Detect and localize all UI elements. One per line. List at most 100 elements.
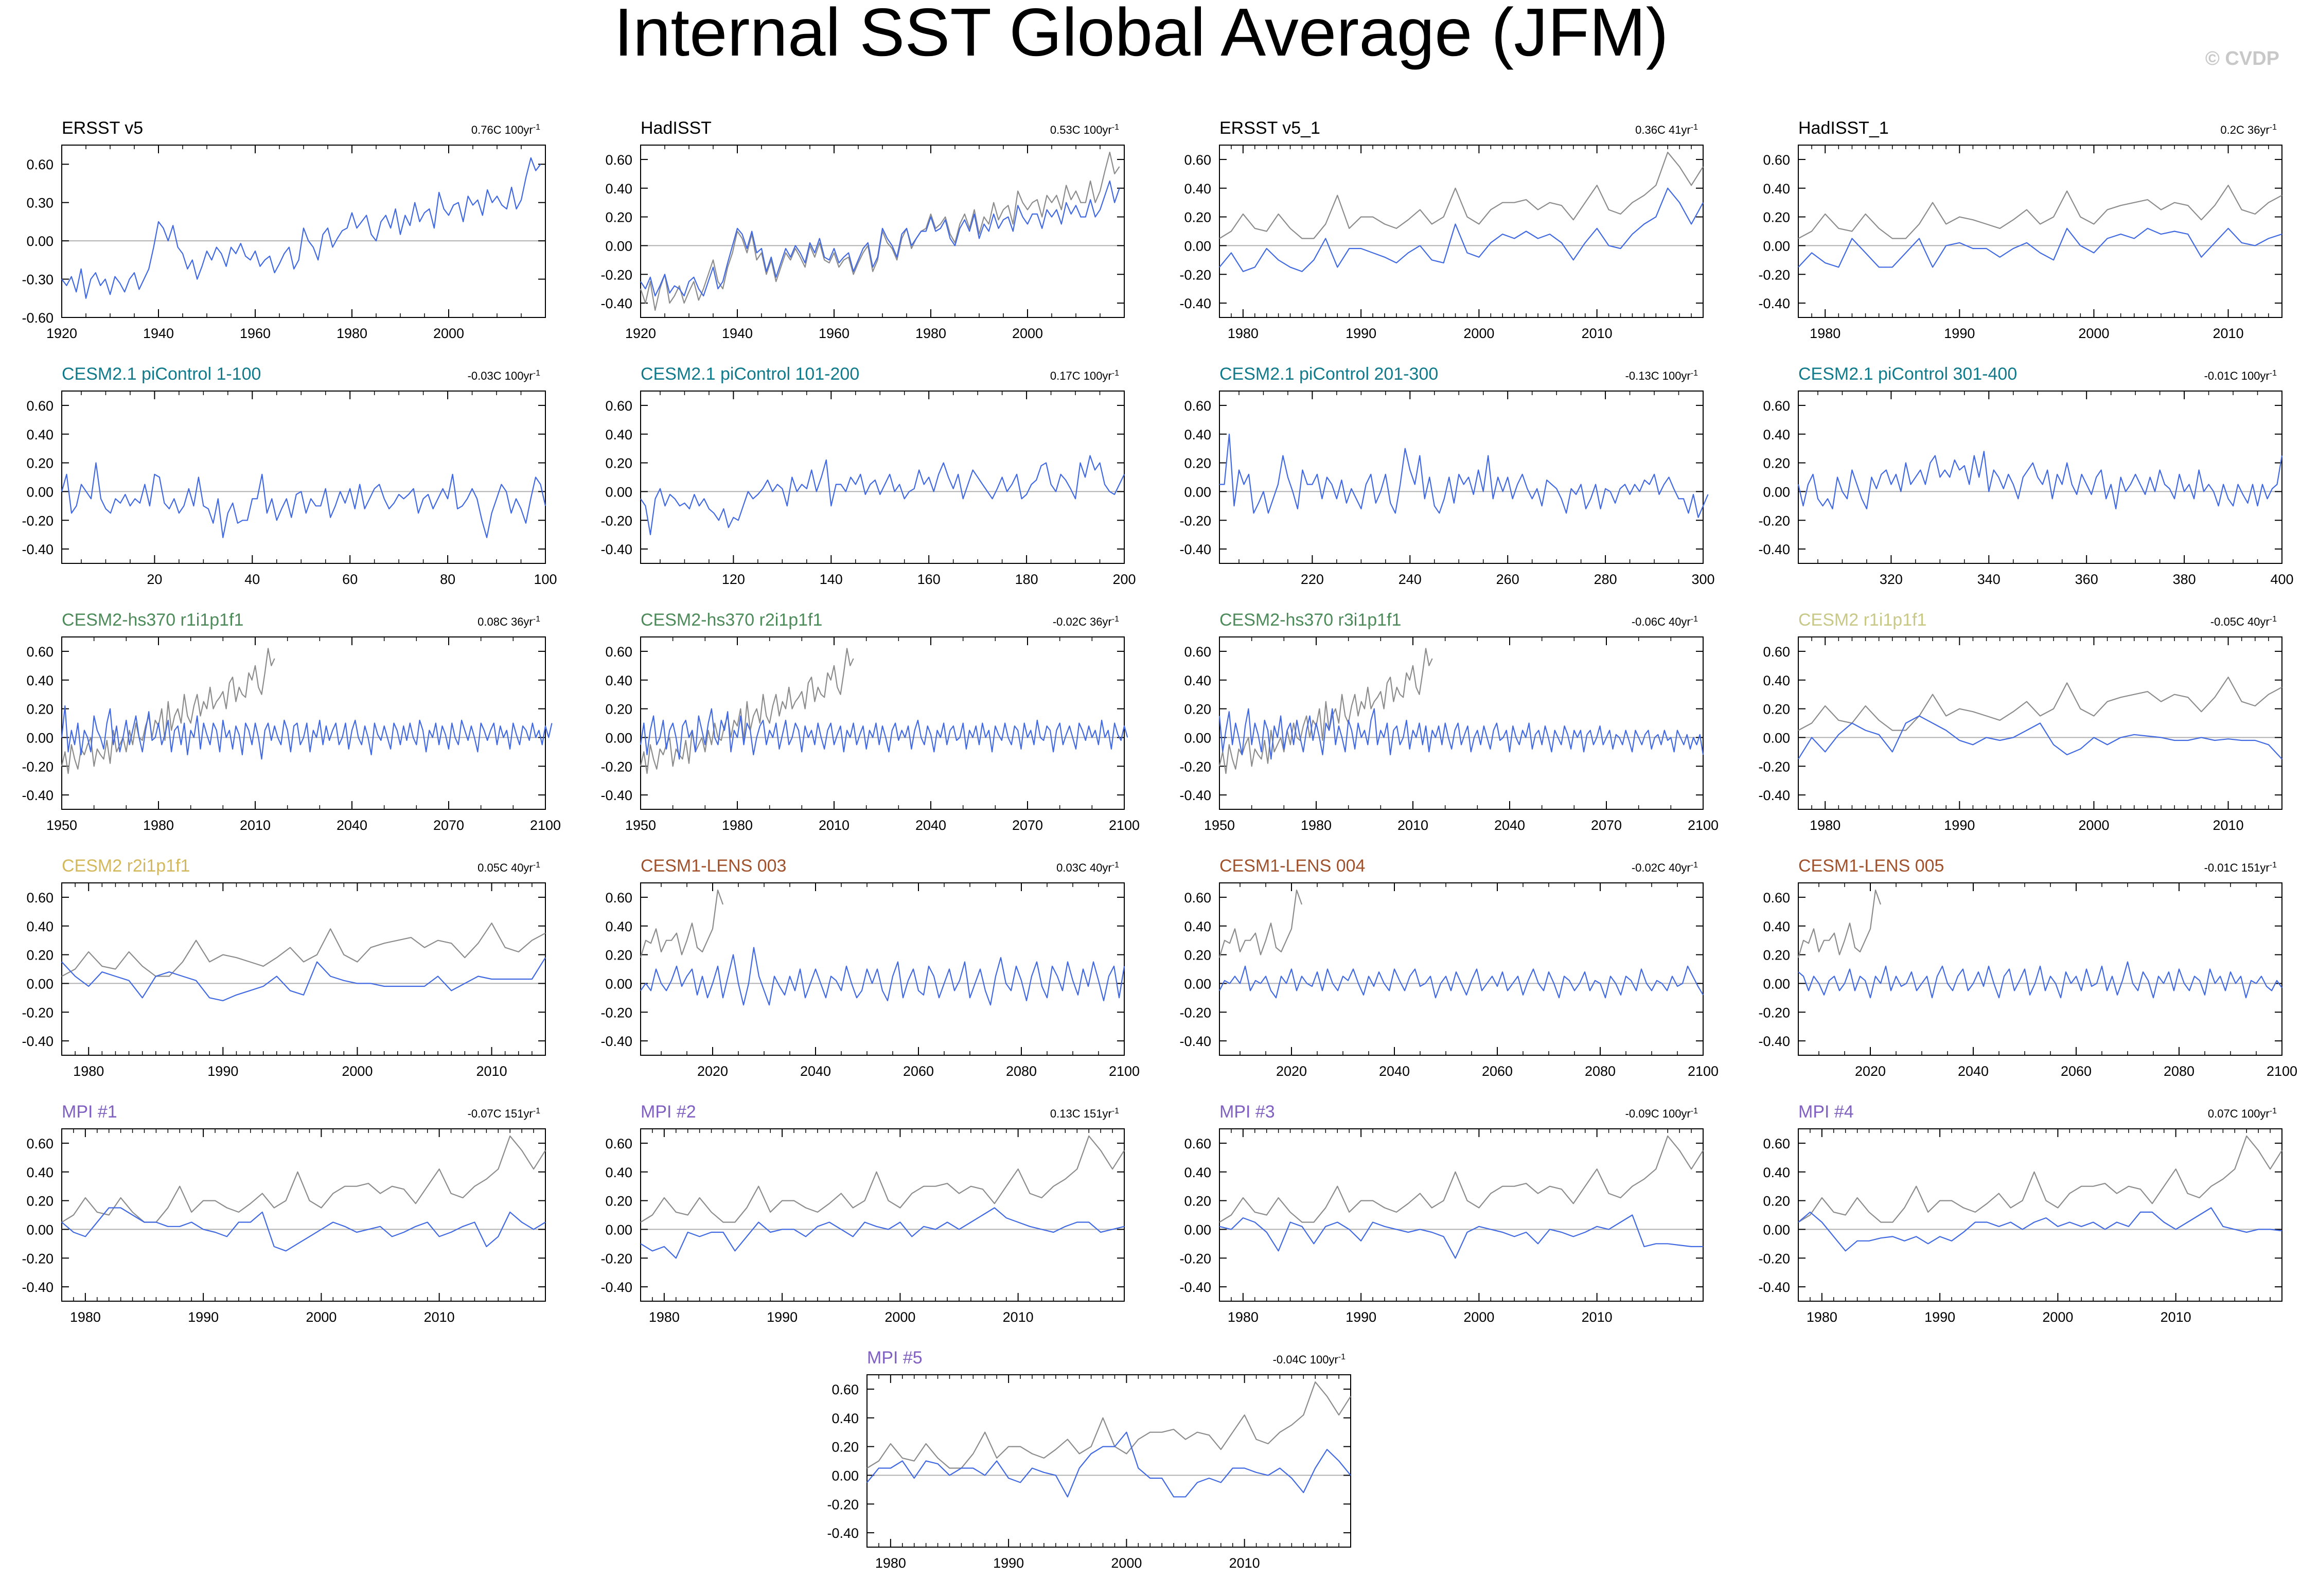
trend-exponent: -1: [1112, 1107, 1119, 1115]
y-tick-label: 0.00: [1184, 976, 1211, 991]
trend-exponent: -1: [1112, 123, 1119, 132]
trend-exponent: -1: [2270, 861, 2277, 870]
x-tick-label: 2070: [1591, 818, 1622, 833]
panel-20: MPI #4 0.07C 100yr-1 0.60 0.40 0.20 0.00 -0.20…: [1758, 1102, 2282, 1325]
y-tick-label: -0.40: [1179, 1280, 1211, 1295]
figure-title: Internal SST Global Average (JFM): [614, 0, 1668, 70]
x-tick-label: 2000: [1111, 1555, 1142, 1571]
x-tick-label: 280: [1594, 572, 1617, 587]
trend-exponent: -1: [533, 1107, 540, 1115]
y-tick-label: 0.20: [831, 1440, 859, 1455]
x-tick-label: 2000: [1463, 1309, 1494, 1325]
y-tick-label: 0.60: [1184, 398, 1211, 414]
x-tick-label: 2040: [337, 818, 367, 833]
panel-4: HadISST_1 0.2C 36yr-1 0.60 0.40 0.20 0.00 -0.2…: [1758, 118, 2282, 341]
internal-series-line: [1219, 965, 1704, 999]
y-tick-label: 0.00: [1763, 730, 1790, 746]
y-tick-label: 0.40: [1184, 1165, 1211, 1180]
x-tick-label: 2000: [2078, 818, 2109, 833]
y-tick-label: 0.60: [831, 1382, 859, 1397]
y-tick-label: 0.00: [605, 976, 632, 991]
x-tick-label: 100: [534, 572, 557, 587]
y-tick-label: 0.60: [605, 890, 632, 906]
trend-exponent: -1: [2270, 1107, 2277, 1115]
x-tick-label: 2080: [1006, 1063, 1037, 1079]
x-tick-label: 340: [1977, 572, 2001, 587]
trend-exponent: -1: [1112, 369, 1119, 378]
panel-5: CESM2.1 piControl 1-100 -0.03C 100yr-1 0.6…: [22, 364, 557, 587]
y-tick-label: 0.20: [1763, 456, 1790, 471]
y-tick-label: -0.20: [22, 759, 54, 774]
x-tick-label: 1990: [188, 1309, 219, 1325]
internal-series-line: [61, 157, 541, 299]
y-tick-label: 0.00: [1184, 238, 1211, 254]
x-tick-label: 1980: [70, 1309, 101, 1325]
panel-12: CESM2 r1i1p1f1 -0.05C 40yr-1 0.60 0.40 0.20 0…: [1758, 610, 2282, 833]
y-tick-label: 0.40: [1763, 181, 1790, 197]
x-tick-label: 2100: [1109, 1063, 1140, 1079]
observed-series-line: [640, 1135, 1125, 1223]
trend-exponent: -1: [1691, 861, 1698, 870]
y-tick-label: -0.20: [22, 1251, 54, 1266]
internal-series-line: [640, 180, 1120, 297]
panel-title: CESM2 r2i1p1f1: [62, 856, 190, 876]
y-tick-label: 0.00: [1763, 238, 1790, 254]
panel-title: CESM2-hs370 r3i1p1f1: [1219, 610, 1401, 630]
x-tick-label: 1990: [767, 1309, 798, 1325]
y-tick-label: -0.40: [600, 1280, 632, 1295]
trend-exponent: -1: [533, 369, 540, 378]
x-tick-label: 1980: [1228, 1309, 1259, 1325]
y-tick-label: 0.60: [1184, 644, 1211, 660]
x-tick-label: 1950: [1204, 818, 1235, 833]
y-tick-label: 0.60: [1184, 890, 1211, 906]
plot-frame: [61, 636, 546, 810]
trend-label: 0.08C 36yr-1: [477, 615, 540, 629]
x-tick-label: 260: [1496, 572, 1519, 587]
panel-title: CESM2.1 piControl 301-400: [1798, 364, 2017, 384]
trend-exponent: -1: [1691, 615, 1698, 624]
y-tick-label: -0.20: [1179, 513, 1211, 528]
watermark-text: © CVDP: [2205, 48, 2279, 69]
y-tick-label: -0.40: [1758, 296, 1790, 311]
panel-18: MPI #2 0.13C 151yr-1 0.60 0.40 0.20 0.00 -0.20…: [600, 1102, 1125, 1325]
observed-series-line: [640, 151, 1120, 311]
trend-label: -0.02C 40yr-1: [1632, 861, 1698, 875]
x-tick-label: 1980: [649, 1309, 680, 1325]
panel-title: ERSST v5_1: [1219, 118, 1320, 138]
x-tick-label: 2080: [1585, 1063, 1616, 1079]
x-tick-label: 1990: [1346, 1309, 1376, 1325]
y-tick-label: -0.40: [22, 542, 54, 557]
y-tick-label: 0.00: [26, 484, 54, 500]
y-tick-label: 0.40: [26, 427, 54, 442]
trend-label: 0.03C 40yr-1: [1056, 861, 1119, 875]
y-tick-label: 0.20: [605, 1194, 632, 1209]
y-tick-label: -0.20: [22, 1005, 54, 1020]
trend-label: -0.07C 151yr-1: [468, 1107, 541, 1121]
x-tick-label: 80: [440, 572, 455, 587]
y-tick-label: 0.20: [605, 702, 632, 717]
y-tick-label: 0.20: [1763, 948, 1790, 963]
y-tick-label: 0.20: [1184, 456, 1211, 471]
observed-series-line: [1218, 889, 1303, 958]
x-tick-label: 2040: [1379, 1063, 1410, 1079]
x-tick-label: 1990: [1924, 1309, 1955, 1325]
x-tick-label: 2060: [903, 1063, 934, 1079]
y-tick-label: 0.40: [1184, 919, 1211, 934]
y-tick-label: -0.30: [22, 272, 54, 288]
y-tick-label: 0.60: [26, 1136, 54, 1151]
y-tick-label: -0.40: [827, 1526, 859, 1541]
observed-series-line: [61, 648, 275, 774]
x-tick-label: 2100: [2267, 1063, 2297, 1079]
x-tick-label: 2010: [2213, 326, 2244, 341]
y-tick-label: 0.60: [26, 398, 54, 414]
trend-label: -0.03C 100yr-1: [468, 369, 541, 383]
y-tick-label: 0.00: [26, 234, 54, 249]
y-tick-label: 0.00: [1184, 484, 1211, 500]
x-tick-label: 1940: [722, 326, 753, 341]
panel-title: HadISST: [641, 118, 712, 138]
x-tick-label: 2100: [530, 818, 561, 833]
x-tick-label: 1980: [1810, 818, 1840, 833]
trend-label: 0.76C 100yr-1: [471, 123, 540, 137]
panel-3: ERSST v5_1 0.36C 41yr-1 0.60 0.40 0.20 0.00 -0…: [1179, 118, 1704, 341]
y-tick-label: -0.40: [600, 542, 632, 557]
